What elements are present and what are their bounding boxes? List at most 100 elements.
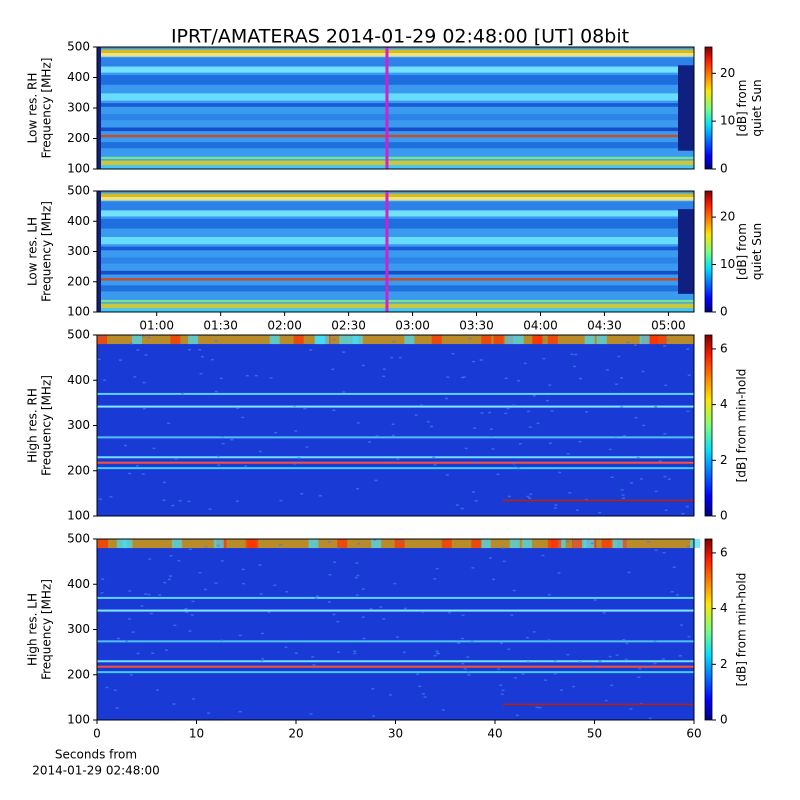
spectrogram-speck (566, 453, 570, 455)
x-tick-label: 20 (288, 727, 303, 741)
spectrogram-speck (355, 594, 359, 596)
spectrogram-speck (548, 384, 552, 386)
spectrogram-band (97, 210, 694, 217)
spectrogram-speck (103, 379, 107, 381)
colorbar-label: [dB] from (735, 80, 749, 137)
colorbar-label: quiet Sun (750, 223, 764, 280)
spectrogram-band (122, 539, 133, 549)
spectrogram-speck (497, 668, 501, 670)
spectrogram-speck (336, 651, 340, 653)
y-tick-label: 400 (67, 70, 90, 84)
colorbar-label: [dB] from min-hold (735, 369, 749, 483)
spectrogram-speck (605, 369, 609, 371)
spectrogram-band (481, 335, 492, 345)
y-axis-label: Low res. RH (26, 73, 40, 144)
spectrogram-band (656, 335, 667, 345)
spectrogram-band (371, 539, 382, 549)
spectrogram-speck (294, 652, 298, 654)
spectrogram-speck (526, 495, 530, 498)
spectrogram-speck (461, 662, 465, 665)
x-tick-label: 0 (93, 727, 101, 741)
spectrogram-speck (529, 493, 533, 495)
spectrogram-band (348, 335, 359, 345)
spectrogram-speck (167, 578, 171, 581)
y-tick-label: 100 (67, 509, 90, 523)
spectrogram-speck (314, 597, 318, 600)
spectrogram-speck (198, 572, 202, 574)
spectrogram-speck (512, 404, 516, 406)
spectrogram-speck (653, 662, 657, 665)
spectrogram-speck (147, 336, 151, 339)
spectrogram-speck (670, 591, 674, 593)
spectrogram-speck (303, 407, 307, 410)
spectrogram-speck (198, 348, 202, 351)
spectrogram-band (480, 539, 491, 549)
spectrogram-speck (653, 640, 657, 643)
spectrogram-speck (414, 414, 418, 416)
spectrogram-speck (536, 422, 540, 425)
spectrogram-speck (675, 594, 679, 596)
spectrogram-speck (528, 426, 532, 428)
spectrogram-speck (472, 491, 476, 493)
spectrogram-speck (208, 508, 212, 510)
spectrogram-speck (230, 439, 234, 441)
spectrogram-speck (466, 656, 470, 658)
spectrogram-speck (615, 383, 619, 385)
spectrogram-band (337, 539, 348, 549)
spectrogram-speck (463, 668, 467, 670)
spectrogram-speck (680, 624, 684, 626)
spectrogram-speck (507, 648, 511, 651)
spectrogram-band (547, 335, 558, 345)
spectrogram-band (97, 285, 694, 292)
spectrogram-band (314, 335, 325, 345)
spectrogram-speck (99, 336, 103, 338)
spectrogram-speck (639, 478, 643, 480)
x-tick-label: 04:00 (523, 319, 558, 333)
spectrogram-speck (395, 636, 399, 638)
spectrogram-speck (216, 455, 220, 458)
spectrogram-line (97, 405, 694, 408)
spectrogram-speck (502, 560, 506, 563)
spectrogram-speck (681, 512, 685, 515)
spectrogram-speck (311, 656, 315, 658)
spectrogram-speck (238, 634, 242, 637)
colorbar-tick-label: 0 (720, 305, 728, 319)
spectrogram-speck (188, 630, 192, 632)
spectrogram-speck (604, 699, 608, 702)
spectrogram-line (97, 596, 694, 599)
spectrogram-speck (372, 715, 376, 717)
spectrogram-speck (129, 342, 133, 345)
spectrogram-band (509, 539, 520, 549)
colorbar-label: [dB] from min-hold (735, 573, 749, 687)
spectrogram-speck (566, 653, 570, 656)
spectrogram-speck (664, 384, 668, 387)
spectrogram-band (248, 539, 259, 549)
spectrogram-speck (526, 661, 530, 663)
spectrogram-speck (521, 673, 525, 675)
spectrogram-speck (488, 411, 492, 414)
spectrogram-speck (462, 376, 466, 378)
spectrogram-speck (592, 665, 596, 668)
spectrogram-speck (467, 670, 471, 673)
spectrogram-speck (435, 567, 439, 570)
y-tick-label: 400 (67, 373, 90, 387)
spectrogram-speck (332, 409, 336, 412)
spectrogram-speck (177, 559, 181, 562)
spectrogram-speck (336, 547, 340, 549)
spectrogram-band (97, 134, 694, 138)
spectrogram-speck (630, 482, 634, 484)
spectrogram-speck (435, 650, 439, 652)
spectrogram-speck (214, 582, 218, 584)
y-tick-label: 500 (67, 328, 90, 342)
spectrogram-band (97, 160, 694, 166)
spectrogram-speck (557, 572, 561, 574)
spectrogram-speck (593, 599, 597, 601)
spectrogram-speck (663, 475, 667, 478)
spectrogram-band (532, 335, 543, 345)
spectrogram-edge (97, 47, 101, 169)
spectrogram-speck (662, 551, 666, 554)
spectrogram-band (522, 539, 533, 549)
spectrogram-speck (585, 411, 589, 413)
spectrogram-speck (285, 590, 289, 593)
spectrogram-speck (101, 578, 105, 580)
